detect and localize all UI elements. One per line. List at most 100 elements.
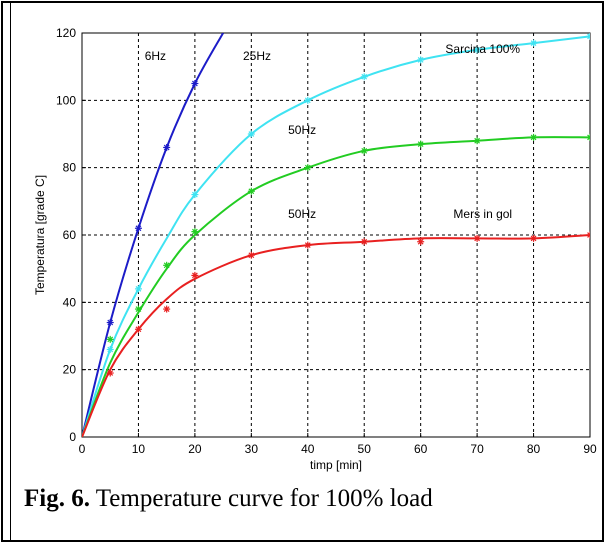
- marker-d2: [361, 73, 368, 80]
- y-tick-label: 20: [63, 363, 77, 377]
- marker-d1: [587, 134, 590, 139]
- marker-d2: [474, 235, 480, 242]
- y-axis-label: Temperatura [grade C]: [33, 175, 47, 295]
- marker-d2: [304, 97, 311, 104]
- x-tick-label: 0: [79, 442, 86, 456]
- temperature-chart: 0 10 20 30 40 50 60 70 80 90 0 20 40 60 80 100 120 6Hz 25…: [33, 26, 597, 472]
- marker-d1: [587, 232, 590, 236]
- series-marker: [417, 238, 425, 246]
- series-marker: [530, 234, 538, 242]
- x-tick-label: 20: [188, 442, 202, 456]
- y-tick-label: 0: [69, 430, 76, 444]
- x-tick-label: 30: [245, 442, 259, 456]
- marker-d2: [107, 346, 114, 353]
- series-marker: [106, 369, 114, 377]
- marker-d2: [135, 306, 142, 312]
- marker-d2: [530, 40, 537, 46]
- series-line-3: [82, 234, 590, 437]
- series-marker: [304, 96, 312, 104]
- marker-d2: [417, 141, 424, 147]
- x-tick-label: 60: [414, 442, 428, 456]
- chart-annotation: Mers in gol: [453, 207, 512, 221]
- marker-d2: [248, 188, 255, 195]
- series-marker: [360, 147, 368, 155]
- marker-d2: [361, 147, 368, 154]
- marker-d2: [587, 35, 590, 40]
- series-marker: [106, 335, 114, 343]
- marker-d2: [530, 235, 537, 242]
- marker-d2: [474, 46, 480, 53]
- series-marker: [106, 345, 114, 353]
- series-marker: [247, 187, 255, 195]
- series-line-1: [82, 35, 590, 437]
- chart-annotation: Sarcina 100%: [445, 42, 520, 56]
- series-marker: [360, 238, 368, 246]
- series-marker: [163, 305, 171, 313]
- x-tick-label: 10: [132, 442, 146, 456]
- x-tick-label: 90: [583, 442, 597, 456]
- marker-d2: [361, 238, 368, 245]
- series-line-0: [82, 33, 224, 437]
- series-marker: [191, 228, 199, 236]
- series-marker: [360, 73, 368, 81]
- marker-d2: [587, 136, 590, 141]
- series-marker: [247, 251, 255, 259]
- series-marker: [530, 39, 538, 47]
- series-marker: [247, 130, 255, 138]
- series-group: [82, 33, 590, 437]
- marker-d2: [135, 285, 142, 292]
- marker-d2: [192, 80, 198, 87]
- marker-d2: [107, 370, 114, 376]
- marker-d1: [587, 33, 590, 38]
- marker-d2: [417, 238, 424, 245]
- y-tick-label: 40: [63, 295, 77, 309]
- y-tick-label: 120: [56, 26, 76, 40]
- series-marker: [191, 80, 199, 87]
- marker-d2: [107, 319, 114, 326]
- chart-annotation: 50Hz: [288, 207, 316, 221]
- annotations: 6Hz 25Hz Sarcina 100% 50Hz 50Hz Mers in gol: [145, 42, 521, 221]
- x-tick-label: 40: [301, 442, 315, 456]
- series-marker: [586, 33, 590, 40]
- marker-d2: [587, 234, 590, 238]
- x-tick-label: 70: [470, 442, 484, 456]
- marker-d2: [417, 57, 424, 63]
- marker-d2: [163, 144, 170, 151]
- figure-number: Fig. 6.: [24, 485, 90, 512]
- y-tick-label: 60: [63, 228, 77, 242]
- chart-annotation: 50Hz: [288, 123, 316, 137]
- series-marker: [134, 285, 142, 293]
- marker-d2: [163, 306, 170, 312]
- ticks: 0 10 20 30 40 50 60 70 80 90 0 20 40 60 80 100 120: [56, 26, 597, 456]
- chart-annotation: 6Hz: [145, 49, 166, 63]
- x-axis-label: timp [min]: [310, 458, 362, 472]
- marker-d2: [474, 137, 480, 144]
- series-marker: [586, 231, 590, 239]
- series-marker: [163, 261, 171, 269]
- figure-caption: Fig. 6. Temperature curve for 100% load: [24, 485, 433, 513]
- x-tick-label: 80: [527, 442, 541, 456]
- caption-text: Temperature curve for 100% load: [95, 485, 433, 512]
- series-marker: [134, 224, 142, 232]
- series-marker: [417, 56, 425, 64]
- marker-d2: [192, 228, 198, 235]
- series-marker: [106, 319, 114, 327]
- series-marker: [473, 46, 481, 54]
- series-marker: [191, 271, 199, 279]
- marker-d2: [163, 262, 170, 269]
- series-marker: [304, 241, 312, 249]
- x-tick-label: 50: [358, 442, 372, 456]
- series-marker: [304, 164, 312, 172]
- marker-d2: [192, 191, 198, 198]
- marker-d2: [135, 326, 142, 333]
- marker-d2: [304, 242, 311, 248]
- y-tick-label: 80: [63, 161, 77, 175]
- chart-annotation: 25Hz: [243, 49, 271, 63]
- series-marker: [163, 143, 171, 151]
- marker-d2: [192, 272, 198, 279]
- series-marker: [134, 305, 142, 313]
- marker-d2: [248, 252, 255, 259]
- series-marker: [586, 133, 590, 141]
- y-tick-label: 100: [56, 93, 76, 107]
